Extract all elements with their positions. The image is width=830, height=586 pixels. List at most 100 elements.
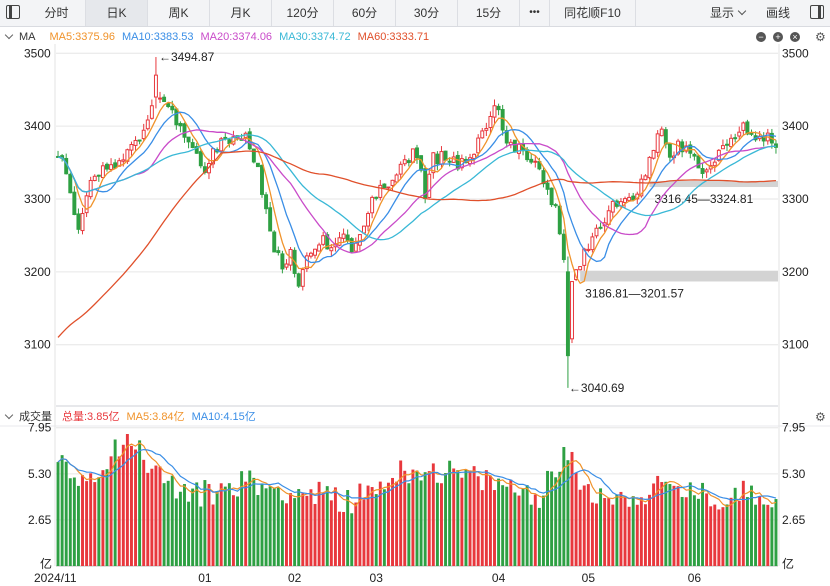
candle — [378, 184, 383, 198]
volume-bar — [468, 470, 472, 566]
price-tick-label-left: 3300 — [24, 192, 51, 206]
display-menu-button[interactable]: 显示 — [710, 0, 747, 26]
volume-bar — [480, 490, 484, 566]
candle — [663, 129, 668, 145]
volume-bar — [370, 487, 374, 566]
candle — [545, 182, 550, 190]
gear-icon[interactable]: ⚙ — [815, 30, 826, 44]
candle — [765, 132, 770, 142]
candle — [639, 178, 644, 197]
plus-circle-icon[interactable]: + — [773, 32, 783, 42]
volume-bar — [766, 504, 770, 566]
volume-bar — [688, 482, 692, 566]
collapse-chevron-icon[interactable] — [4, 410, 14, 420]
candle — [317, 244, 322, 252]
candle — [435, 153, 440, 165]
candle — [247, 131, 252, 150]
candle — [337, 237, 342, 246]
collapse-chevron-icon[interactable] — [4, 30, 14, 40]
candle — [757, 135, 762, 140]
candle — [692, 153, 697, 157]
volume-bar — [231, 495, 235, 566]
price-tick-label-right: 3400 — [782, 119, 809, 133]
volume-bar — [705, 493, 709, 566]
volume-bar — [240, 471, 244, 566]
tab-60min[interactable]: 60分 — [334, 0, 396, 26]
volume-bar — [244, 481, 248, 566]
volume-bar — [183, 484, 186, 566]
volume-bar — [521, 488, 525, 566]
volume-bar — [603, 498, 607, 566]
candle — [357, 234, 362, 246]
candle — [712, 161, 717, 167]
tab-weekly-k[interactable]: 周K — [148, 0, 210, 26]
tab-30min[interactable]: 30分 — [396, 0, 458, 26]
candle — [565, 271, 570, 357]
minus-circle-icon[interactable]: − — [756, 32, 766, 42]
volume-unit-label-left: 亿 — [40, 556, 52, 571]
volume-bar — [395, 481, 399, 566]
volume-bar — [236, 496, 239, 566]
candle — [321, 235, 326, 245]
right-panel-toggle-icon[interactable] — [810, 5, 824, 19]
candle — [174, 108, 179, 126]
volume-bar — [619, 491, 623, 566]
candle — [729, 137, 734, 148]
more-periods-button[interactable]: ••• — [520, 0, 550, 26]
candle — [76, 213, 81, 230]
volume-bar — [138, 440, 142, 566]
volume-bar — [558, 471, 562, 566]
volume-bar — [758, 496, 762, 566]
volume-bar — [737, 500, 741, 566]
close-circle-icon[interactable]: × — [790, 32, 800, 42]
volume-bar — [509, 479, 513, 566]
volume-bar — [64, 461, 68, 566]
volume-bar — [72, 477, 76, 566]
candle — [708, 165, 713, 170]
candle — [121, 159, 126, 162]
candle — [117, 160, 122, 167]
candle — [496, 105, 501, 111]
volume-indicator-label[interactable]: 成交量 — [19, 411, 52, 423]
volume-bar — [195, 482, 199, 566]
gear-icon[interactable]: ⚙ — [815, 410, 826, 424]
tab-f10[interactable]: 同花顺F10 — [550, 0, 636, 26]
candle — [280, 253, 285, 270]
tab-daily-k[interactable]: 日K — [86, 0, 148, 26]
volume-bar — [211, 504, 215, 566]
tab-monthly-k[interactable]: 月K — [210, 0, 272, 26]
volume-bar — [639, 497, 643, 566]
ma30-value: MA30:3374.72 — [279, 31, 351, 43]
candle — [276, 250, 281, 254]
candle — [643, 175, 648, 181]
candle — [366, 213, 371, 227]
candle — [333, 243, 338, 248]
left-panel-toggle-icon[interactable] — [6, 5, 20, 19]
draw-line-button[interactable]: 画线 — [766, 6, 791, 20]
volume-bar — [248, 470, 252, 566]
tab-120min[interactable]: 120分 — [272, 0, 334, 26]
x-axis-label: 05 — [582, 571, 596, 585]
volume-bar — [774, 499, 778, 566]
candle — [533, 160, 538, 163]
volume-bar — [129, 445, 133, 566]
candle — [537, 161, 542, 170]
volume-bar — [346, 489, 350, 566]
ma-indicator-label[interactable]: MA — [19, 31, 36, 43]
chevron-down-icon — [737, 6, 747, 16]
candle — [125, 149, 130, 162]
volume-bar — [648, 494, 651, 566]
volume-bar — [223, 486, 227, 566]
candle — [325, 234, 330, 250]
tab-intraday[interactable]: 分时 — [28, 0, 86, 26]
volume-bar — [207, 483, 211, 566]
candle — [166, 103, 171, 107]
candle — [627, 196, 632, 201]
candle — [504, 130, 509, 144]
candle — [390, 179, 395, 186]
tab-15min[interactable]: 15分 — [458, 0, 520, 26]
candle — [145, 119, 150, 130]
volume-bar — [415, 470, 419, 566]
volume-bar — [166, 480, 170, 566]
